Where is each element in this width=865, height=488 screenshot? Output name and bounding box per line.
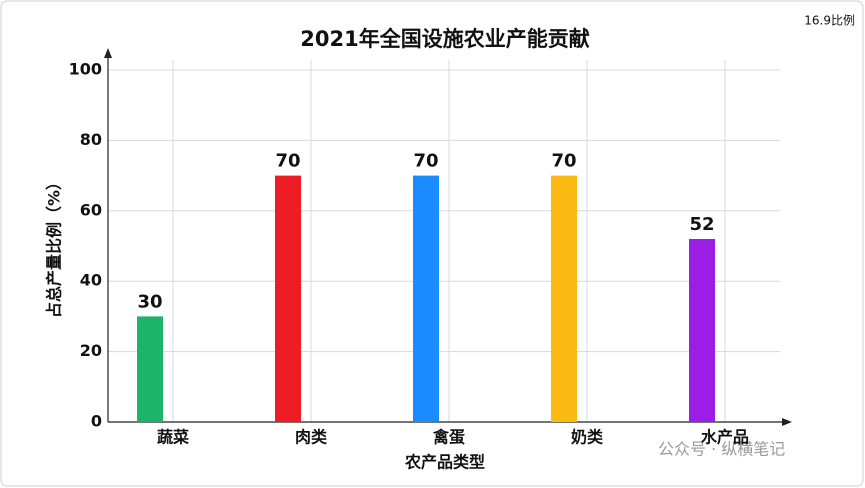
- x-tick-label: 肉类: [295, 428, 328, 447]
- bar: [137, 316, 163, 422]
- y-axis-arrow: [104, 48, 112, 58]
- bar: [689, 238, 715, 422]
- data-label: 52: [689, 214, 714, 235]
- data-label: 70: [275, 151, 300, 172]
- y-tick-label: 0: [91, 412, 102, 431]
- data-label: 70: [551, 151, 576, 172]
- x-tick-label: 奶类: [571, 428, 604, 447]
- bar: [551, 175, 577, 422]
- y-axis-label: 占总产量比例（%）: [45, 174, 64, 318]
- data-label: 70: [413, 151, 438, 172]
- x-tick-label: 水产品: [701, 428, 749, 447]
- watermark: 公众号 · 纵横笔记: [658, 440, 785, 459]
- x-tick-label: 蔬菜: [157, 428, 189, 447]
- x-axis-arrow: [782, 418, 792, 426]
- y-tick-label: 80: [80, 130, 102, 149]
- y-tick-label: 60: [80, 200, 102, 219]
- bar: [413, 175, 439, 422]
- y-tick-label: 20: [80, 341, 102, 360]
- y-tick-label: 100: [69, 60, 102, 79]
- x-tick-label: 禽蛋: [432, 428, 465, 447]
- x-axis-label: 农产品类型: [404, 453, 485, 472]
- bar: [275, 175, 301, 422]
- corner-note: 16.9比例: [804, 14, 855, 28]
- y-tick-label: 40: [80, 271, 102, 290]
- chart-title: 2021年全国设施农业产能贡献: [300, 27, 589, 51]
- data-label: 30: [137, 291, 162, 312]
